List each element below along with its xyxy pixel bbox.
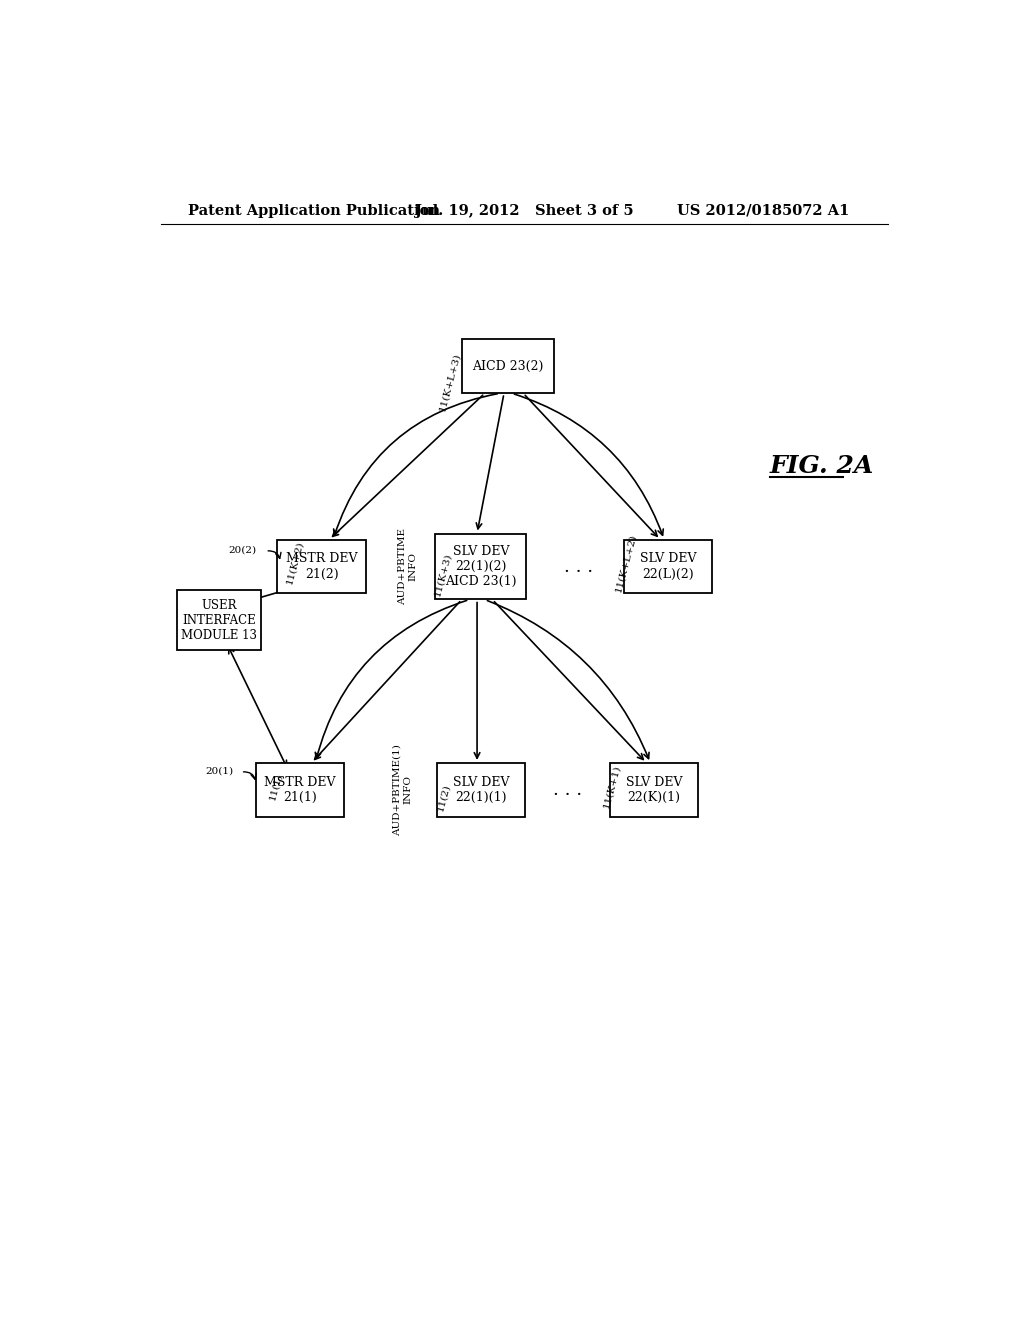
Text: SLV DEV
22(1)(2)
AICD 23(1): SLV DEV 22(1)(2) AICD 23(1) [445, 545, 517, 587]
Text: Jul. 19, 2012   Sheet 3 of 5: Jul. 19, 2012 Sheet 3 of 5 [416, 203, 634, 218]
Text: SLV DEV
22(L)(2): SLV DEV 22(L)(2) [640, 553, 696, 581]
Text: 11(K+L+2): 11(K+L+2) [613, 532, 638, 593]
Text: US 2012/0185072 A1: US 2012/0185072 A1 [677, 203, 850, 218]
Text: FIG. 2A: FIG. 2A [770, 454, 873, 478]
FancyBboxPatch shape [278, 540, 366, 594]
FancyBboxPatch shape [436, 763, 525, 817]
Text: AUD+PBTIME(1)
INFO: AUD+PBTIME(1) INFO [392, 744, 412, 836]
Text: SLV DEV
22(1)(1): SLV DEV 22(1)(1) [453, 776, 509, 804]
FancyBboxPatch shape [256, 763, 344, 817]
Text: 11(2): 11(2) [436, 783, 452, 812]
Text: 11(K+2): 11(K+2) [285, 540, 305, 585]
FancyBboxPatch shape [435, 533, 526, 599]
Text: MSTR DEV
21(1): MSTR DEV 21(1) [264, 776, 336, 804]
Text: SLV DEV
22(K)(1): SLV DEV 22(K)(1) [626, 776, 682, 804]
Text: USER
INTERFACE
MODULE 13: USER INTERFACE MODULE 13 [181, 599, 257, 642]
Text: Patent Application Publication: Patent Application Publication [188, 203, 440, 218]
FancyBboxPatch shape [624, 540, 713, 594]
Text: 11(1): 11(1) [267, 771, 284, 801]
FancyBboxPatch shape [462, 339, 554, 393]
Text: 20(1): 20(1) [205, 766, 233, 775]
Text: 11(K+1): 11(K+1) [602, 763, 622, 809]
Text: 11(K+L+3): 11(K+L+3) [438, 351, 462, 412]
Text: AUD+PBTIME
INFO: AUD+PBTIME INFO [398, 528, 418, 605]
Text: 11(K+3): 11(K+3) [432, 552, 453, 597]
Text: AICD 23(2): AICD 23(2) [472, 360, 544, 372]
FancyBboxPatch shape [610, 763, 698, 817]
Text: MSTR DEV
21(2): MSTR DEV 21(2) [286, 553, 357, 581]
Text: . . .: . . . [564, 557, 593, 576]
Text: . . .: . . . [553, 781, 582, 799]
Text: 20(2): 20(2) [228, 545, 256, 554]
FancyBboxPatch shape [177, 590, 261, 651]
